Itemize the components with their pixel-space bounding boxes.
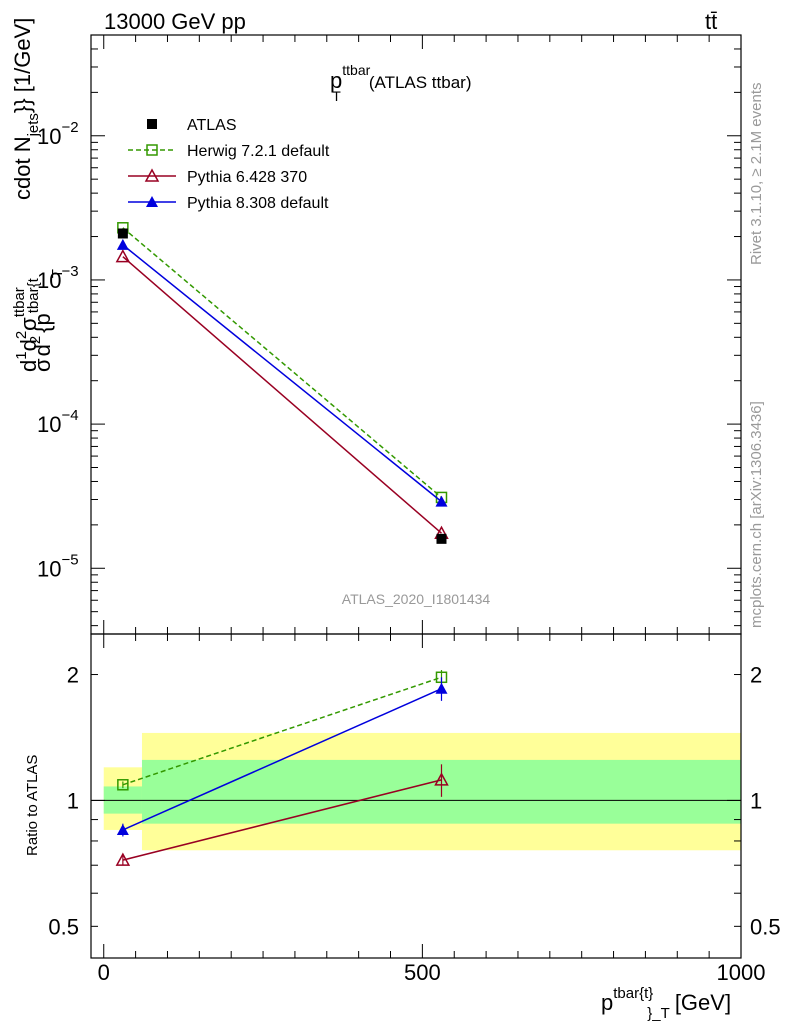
ratio-ytick-label: 0.5 — [48, 914, 79, 939]
svg-text:cdot Njets}} [1/GeV]: cdot Njets}} [1/GeV] — [10, 18, 42, 200]
main-series-3 — [116, 238, 448, 507]
xlabel: ptbar{t}}_T [GeV] — [601, 985, 731, 1022]
main-ytick-label: 10−5 — [37, 551, 79, 581]
main-point-3-0 — [116, 238, 129, 250]
title-sub: T — [332, 88, 341, 104]
main-ytick-label: 10−2 — [37, 119, 79, 149]
ratio-ylabel: Ratio to ATLAS — [24, 755, 41, 856]
plot-title: pttbar T (ATLAS ttbar) — [330, 62, 471, 104]
legend-marker-0 — [147, 119, 157, 129]
ratio-line-2 — [122, 688, 442, 831]
main-series-2 — [115, 249, 449, 539]
main-line-2 — [122, 256, 442, 534]
ratio-series-2 — [116, 677, 448, 837]
main-line-1 — [122, 227, 442, 499]
main-point-0-1 — [436, 533, 447, 544]
ratio-ytick-label-right: 1 — [750, 788, 762, 813]
legend-marker-1 — [146, 144, 158, 156]
legend-marker-3 — [146, 196, 158, 207]
ratio-line-0 — [122, 676, 442, 786]
rivet-label: Rivet 3.1.10, ≥ 2.1M events — [748, 83, 765, 266]
legend-label-1: Herwig 7.2.1 default — [187, 143, 330, 160]
analysis-watermark: ATLAS_2020_I1801434 — [342, 591, 491, 607]
ratio-point-2-1 — [435, 682, 448, 694]
main-point-0-0 — [117, 228, 128, 239]
ratio-ytick-label: 1 — [67, 788, 79, 813]
xtick-label: 500 — [404, 960, 441, 985]
title-main: p — [330, 68, 342, 93]
ratio-frame — [90, 633, 742, 959]
title-sup: ttbar — [342, 62, 370, 78]
title-suffix: (ATLAS ttbar) — [369, 73, 472, 92]
legend-label-3: Pythia 8.308 default — [187, 195, 329, 212]
main-point-3-1 — [435, 495, 448, 507]
main-ylabel: d1d2σttbar σd2{ptbar{tT cdot Njets}} [1/… — [10, 18, 66, 372]
ratio-ytick-label: 2 — [67, 663, 79, 688]
ratio-ytick-label-right: 2 — [750, 663, 762, 688]
ratio-ytick-label-right: 0.5 — [750, 914, 781, 939]
svg-text:σd2{ptbar{tT: σd2{ptbar{tT — [25, 269, 66, 372]
main-line-3 — [122, 244, 442, 503]
main-panel: 10−5 10−4 10−3 10−2 ATLAS Herwig 7.2.1 defaul… — [37, 34, 742, 635]
source-label: mcplots.cern.ch [arXiv:1306.3436] — [748, 401, 765, 628]
legend-label-0: ATLAS — [187, 117, 237, 134]
main-ytick-label: 10−4 — [37, 407, 79, 437]
legend-marker-2 — [144, 168, 160, 182]
ratio-panel: 0.5 0.5 1 1 2 2 0 500 1000 — [48, 633, 781, 985]
main-ytick-label: 10−3 — [37, 263, 79, 293]
ratio-point-2-0 — [116, 823, 129, 835]
ratio-line-1 — [122, 779, 442, 861]
xtick-label: 0 — [98, 960, 110, 985]
ratio-point-1-1 — [434, 772, 449, 786]
svg-text:d1d2σttbar: d1d2σttbar — [11, 287, 41, 372]
ratio-point-1-0 — [115, 852, 131, 866]
legend-label-2: Pythia 6.428 370 — [187, 169, 307, 186]
main-series-1 — [117, 222, 448, 504]
ratio-point-0-0 — [117, 779, 129, 791]
legend: ATLAS Herwig 7.2.1 default Pythia 6.428 37… — [128, 117, 330, 212]
main-point-2-0 — [115, 249, 131, 263]
xtick-label: 1000 — [717, 960, 766, 985]
main-series-0 — [117, 228, 447, 544]
process-label: tt̄ — [705, 9, 717, 34]
energy-label: 13000 GeV pp — [104, 9, 246, 34]
ratio-series-1 — [115, 764, 449, 866]
